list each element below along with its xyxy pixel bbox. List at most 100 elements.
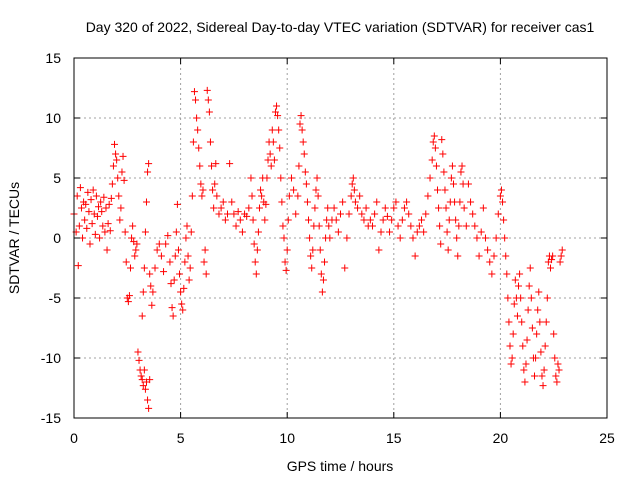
data-point [471,222,479,230]
data-point [325,222,333,230]
data-point [230,210,238,218]
data-point [411,252,419,260]
data-point [435,204,443,212]
data-point [202,270,210,278]
data-point [102,204,110,212]
data-point [324,204,332,212]
data-point [305,216,313,224]
data-point [488,270,496,278]
data-point [212,160,220,168]
data-point [243,212,251,220]
data-point [506,342,514,350]
data-point [516,270,524,278]
data-point [196,162,204,170]
data-point [403,198,411,206]
data-point [438,136,446,144]
data-point [326,234,334,242]
data-point [297,112,305,120]
data-point [87,196,95,204]
data-point [445,216,453,224]
data-point [554,360,562,368]
data-point [221,216,229,224]
data-point [141,228,149,236]
data-point [187,228,195,236]
data-point [139,288,147,296]
data-point [201,246,209,254]
data-point [206,138,214,146]
data-point [292,210,300,218]
data-point [268,126,276,134]
data-point [226,160,234,168]
data-point [515,282,523,290]
x-axis-label: GPS time / hours [287,458,394,474]
data-point [477,228,485,236]
data-point [432,162,440,170]
data-point [525,282,533,290]
data-point [247,174,255,182]
data-point [448,162,456,170]
data-point [167,280,175,288]
data-point [319,276,327,284]
data-point [332,216,340,224]
data-point [351,198,359,206]
data-point [457,168,465,176]
data-point [543,294,551,302]
data-point [316,246,324,254]
data-point [531,372,539,380]
data-point [140,264,148,272]
data-point [312,186,320,194]
data-point [111,140,119,148]
y-tick-label: 5 [53,170,61,186]
data-point [253,246,261,254]
data-point [540,366,548,374]
data-point [526,264,534,272]
data-point [144,168,152,176]
data-point [532,354,540,362]
data-point [314,192,322,200]
data-point [112,150,120,158]
data-point [519,342,527,350]
data-point [261,216,269,224]
data-point [190,88,198,96]
data-point [494,210,502,218]
data-point [473,234,481,242]
y-tick-label: 10 [45,110,61,126]
data-point [149,288,157,296]
data-point [138,376,146,384]
data-point [139,382,147,390]
data-point [430,132,438,140]
data-point [236,216,244,224]
data-point [300,150,308,158]
data-point [249,216,257,224]
data-point [285,192,293,200]
axis-ticks [73,57,608,419]
data-point [105,200,113,208]
data-point [497,186,505,194]
y-tick-labels: -15 -10 -5 0 5 10 15 [41,50,61,426]
data-point [122,258,130,266]
data-point [85,208,93,216]
data-point [278,198,286,206]
data-point [375,246,383,254]
data-point [428,156,436,164]
data-point [75,222,83,230]
data-point [209,186,217,194]
data-point [262,200,270,208]
data-point [348,180,356,188]
data-point [119,152,127,160]
data-point [280,234,288,242]
data-point [298,126,306,134]
data-point [503,270,511,278]
data-point [92,192,100,200]
data-point [185,276,193,284]
data-point [464,180,472,188]
data-point [141,385,149,393]
data-point [269,138,277,146]
data-point [172,228,180,236]
x-tick-label: 15 [386,430,402,446]
data-point [195,144,203,152]
data-point [193,114,201,122]
data-point [203,86,211,94]
data-point [180,284,188,292]
data-point [523,336,531,344]
